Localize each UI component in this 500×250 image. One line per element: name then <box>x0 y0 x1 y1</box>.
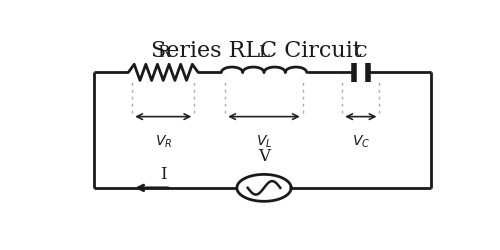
Text: C: C <box>354 44 367 61</box>
Text: V: V <box>258 148 270 165</box>
Text: Series RLC Circuit: Series RLC Circuit <box>151 40 362 62</box>
Text: I: I <box>160 166 166 183</box>
Text: $V_R$: $V_R$ <box>154 134 172 150</box>
Text: L: L <box>258 44 270 61</box>
Text: $V_L$: $V_L$ <box>256 134 272 150</box>
Text: $V_C$: $V_C$ <box>352 134 370 150</box>
Text: R: R <box>157 44 170 61</box>
